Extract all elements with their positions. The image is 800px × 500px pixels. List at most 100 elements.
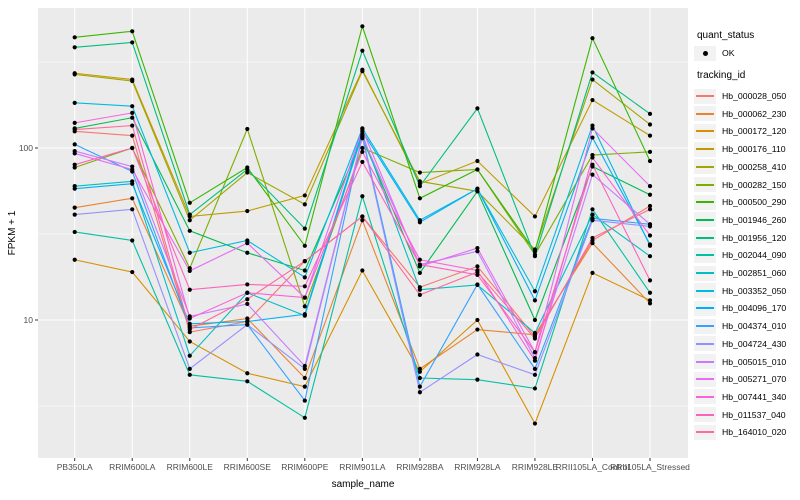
legend-item-Hb_004096_170: Hb_004096_170 — [694, 300, 786, 316]
data-point — [302, 398, 307, 403]
data-point — [72, 186, 77, 191]
data-point — [532, 317, 538, 323]
legend-label: Hb_000176_110 — [722, 144, 786, 155]
data-point — [475, 269, 480, 275]
point-icon — [702, 50, 708, 56]
legend-line-swatch — [696, 360, 714, 363]
data-point — [72, 35, 77, 40]
data-point — [417, 366, 422, 371]
data-point — [647, 290, 653, 295]
data-point — [647, 111, 653, 116]
data-point — [72, 127, 77, 132]
data-point — [475, 249, 480, 254]
data-point — [302, 295, 307, 300]
legend-line-swatch — [696, 325, 714, 328]
data-point — [187, 321, 192, 326]
data-point — [590, 36, 595, 41]
data-point — [647, 207, 653, 212]
data-point — [72, 229, 77, 235]
legend-label: Hb_002851_060 — [722, 268, 787, 278]
data-point — [187, 372, 192, 377]
data-point — [590, 240, 595, 246]
data-point — [187, 200, 192, 205]
legend-label: Hb_011537_040 — [722, 409, 786, 420]
legend-line-swatch — [696, 201, 714, 204]
data-point — [532, 214, 538, 219]
data-point — [130, 78, 135, 84]
data-point — [532, 254, 538, 259]
data-point — [187, 327, 192, 332]
data-point — [72, 142, 77, 147]
legend-title-quant-status: quant_status — [697, 30, 755, 41]
data-point — [245, 282, 250, 287]
data-point — [417, 184, 422, 189]
data-point — [130, 115, 135, 120]
data-point — [590, 162, 595, 167]
data-point — [72, 162, 77, 167]
data-point — [647, 149, 653, 154]
data-point — [130, 269, 135, 275]
data-point — [590, 218, 595, 223]
data-point — [590, 270, 595, 275]
x-tick-label: PB350LA — [57, 462, 93, 472]
legend-item-Hb_004374_010: Hb_004374_010 — [694, 318, 786, 334]
legend-label-ok: OK — [722, 48, 735, 58]
data-point — [187, 353, 192, 358]
data-point — [590, 97, 595, 103]
data-point — [245, 240, 250, 246]
data-point — [302, 375, 307, 381]
data-point — [475, 352, 480, 357]
legend-item-Hb_011537_040: Hb_011537_040 — [694, 407, 786, 423]
legend-label: Hb_164010_020 — [722, 427, 787, 438]
data-point — [360, 134, 365, 140]
data-point — [130, 238, 135, 243]
legend-item-Hb_000172_120: Hb_000172_120 — [694, 123, 786, 139]
data-point — [72, 212, 77, 217]
x-tick-label: RRII105LA_Control — [556, 462, 630, 472]
data-point — [360, 68, 365, 74]
data-point — [647, 233, 653, 238]
data-point — [647, 133, 653, 138]
x-tick-label: RRIM928BA — [396, 462, 444, 472]
data-point — [245, 319, 250, 324]
data-point — [302, 415, 307, 420]
y-axis-title: FPKM + 1 — [7, 210, 18, 255]
data-point — [130, 110, 135, 115]
data-point — [647, 278, 653, 283]
data-point — [245, 322, 250, 327]
data-point — [302, 243, 307, 248]
data-point — [130, 29, 135, 34]
data-point — [360, 214, 365, 219]
legend-key-icon — [694, 371, 716, 387]
legend-key-icon — [694, 88, 716, 104]
legend-label: Hb_000028_050 — [722, 91, 787, 101]
legend-line-swatch — [696, 254, 714, 257]
legend-item-Hb_005015_010: Hb_005015_010 — [694, 354, 786, 370]
legend-item-Hb_000062_230: Hb_000062_230 — [694, 106, 786, 122]
legend-item-Hb_007441_340: Hb_007441_340 — [694, 389, 786, 405]
data-point — [302, 312, 307, 317]
data-point — [590, 212, 595, 217]
data-point — [417, 384, 422, 389]
x-tick-label: RRIM928LE — [512, 462, 559, 472]
legend-line-swatch — [696, 183, 714, 186]
data-point — [187, 287, 192, 292]
data-point — [532, 386, 538, 391]
data-point — [72, 72, 77, 77]
legend-label: Hb_004724_430 — [722, 338, 787, 349]
data-point — [245, 167, 250, 172]
data-point — [130, 181, 135, 186]
legend-key-icon — [694, 354, 716, 369]
x-axis-title: sample_name — [332, 479, 395, 490]
data-point — [417, 270, 422, 275]
data-point — [532, 358, 538, 363]
x-tick-label: RRIM600LE — [167, 462, 214, 472]
legend-line-swatch — [696, 130, 714, 133]
data-point — [187, 316, 192, 321]
data-point — [302, 384, 307, 389]
data-point — [360, 24, 365, 29]
legend-line-swatch — [696, 112, 714, 115]
legend-label: Hb_002044_090 — [722, 250, 787, 261]
legend-label: Hb_000062_230 — [722, 108, 787, 119]
data-point — [245, 208, 250, 214]
